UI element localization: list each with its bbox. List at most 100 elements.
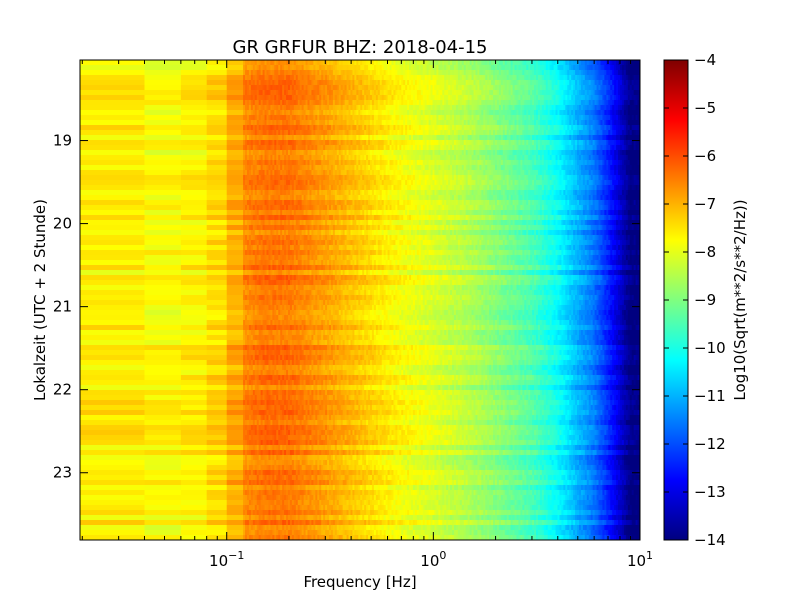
heatmap-cell — [144, 160, 181, 166]
heatmap-cell — [144, 80, 181, 86]
heatmap-cell — [207, 150, 228, 156]
heatmap-cell — [181, 150, 207, 156]
heatmap-cell — [227, 80, 244, 86]
chart-title: GR GRFUR BHZ: 2018-04-15 — [233, 37, 488, 58]
heatmap-cell — [80, 130, 145, 136]
heatmap-cell — [227, 145, 244, 151]
heatmap-cell — [181, 105, 207, 111]
heatmap-cell — [227, 155, 244, 161]
heatmap-cell — [227, 135, 244, 141]
heatmap-cell — [181, 60, 207, 66]
heatmap-cell — [181, 160, 207, 166]
heatmap-cell — [80, 140, 145, 146]
heatmap-cell — [181, 170, 207, 176]
heatmap-cell — [227, 100, 244, 106]
heatmap-cell — [80, 90, 145, 96]
heatmap-cell — [207, 135, 228, 141]
heatmap-cell — [181, 85, 207, 91]
heatmap-cell — [80, 110, 145, 116]
heatmap-cell — [227, 125, 244, 131]
heatmap-cell — [227, 130, 244, 136]
heatmap-cell — [80, 165, 145, 171]
heatmap-cell — [144, 120, 181, 126]
heatmap-cell — [207, 120, 228, 126]
heatmap-cell — [144, 145, 181, 151]
heatmap-cell — [181, 120, 207, 126]
heatmap-cell — [181, 115, 207, 121]
heatmap-cell — [227, 110, 244, 116]
heatmap-cell — [144, 155, 181, 161]
heatmap-cell — [207, 85, 228, 91]
heatmap-cell — [181, 145, 207, 151]
heatmap-cell — [227, 150, 244, 156]
heatmap-cell — [207, 125, 228, 131]
heatmap-cell — [144, 115, 181, 121]
heatmap-cell — [80, 60, 145, 66]
heatmap-cell — [144, 105, 181, 111]
heatmap-cell — [80, 160, 145, 166]
heatmap-cell — [80, 105, 145, 111]
heatmap-cell — [144, 165, 181, 171]
heatmap-cell — [181, 110, 207, 116]
heatmap-cell — [227, 105, 244, 111]
heatmap-cell — [181, 155, 207, 161]
heatmap-cells — [80, 60, 641, 541]
heatmap-cell — [207, 110, 228, 116]
heatmap-cell — [207, 80, 228, 86]
heatmap-cell — [227, 95, 244, 101]
heatmap-cell — [181, 175, 207, 181]
spectrogram-figure: GR GRFUR BHZ: 2018-04-15 10−1 100 101 1920… — [0, 0, 800, 600]
heatmap-cell — [181, 165, 207, 171]
heatmap-cell — [80, 75, 145, 81]
heatmap-cell — [80, 100, 145, 106]
heatmap-cell — [80, 155, 145, 161]
heatmap-cell — [181, 140, 207, 146]
heatmap-cell — [207, 160, 228, 166]
heatmap-cell — [207, 90, 228, 96]
heatmap-cell — [80, 65, 145, 71]
heatmap-cell — [227, 90, 244, 96]
heatmap-cell — [227, 165, 244, 171]
heatmap-cell — [207, 165, 228, 171]
heatmap-cell — [227, 75, 244, 81]
heatmap-cell — [207, 140, 228, 146]
heatmap-cell — [227, 70, 244, 76]
heatmap-cell — [144, 60, 181, 66]
heatmap-cell — [207, 155, 228, 161]
heatmap-cell — [227, 170, 244, 176]
heatmap-cell — [227, 65, 244, 71]
heatmap-cell — [80, 80, 145, 86]
heatmap-cell — [144, 75, 181, 81]
heatmap-cell — [144, 130, 181, 136]
heatmap-cell — [181, 100, 207, 106]
heatmap-cell — [144, 90, 181, 96]
heatmap-cell — [144, 110, 181, 116]
heatmap-cell — [207, 175, 228, 181]
heatmap-cell — [227, 85, 244, 91]
heatmap-cell — [181, 65, 207, 71]
heatmap-cell — [144, 85, 181, 91]
heatmap-cell — [207, 130, 228, 136]
heatmap-cell — [181, 90, 207, 96]
heatmap-cell — [144, 150, 181, 156]
heatmap-cell — [80, 70, 145, 76]
heatmap-cell — [181, 75, 207, 81]
heatmap-cell — [207, 70, 228, 76]
heatmap-cell — [207, 65, 228, 71]
heatmap-cell — [80, 95, 145, 101]
heatmap-cell — [144, 100, 181, 106]
heatmap-cell — [181, 125, 207, 131]
heatmap-cell — [227, 175, 244, 181]
heatmap-cell — [181, 135, 207, 141]
heatmap-cell — [227, 140, 244, 146]
heatmap-cell — [144, 170, 181, 176]
heatmap-cell — [181, 80, 207, 86]
heatmap-cell — [144, 65, 181, 71]
heatmap-cell — [181, 95, 207, 101]
heatmap-cell — [80, 170, 145, 176]
heatmap-cell — [207, 95, 228, 101]
heatmap-cell — [80, 145, 145, 151]
heatmap-cell — [80, 135, 145, 141]
heatmap-cell — [80, 120, 145, 126]
heatmap-cell — [227, 160, 244, 166]
